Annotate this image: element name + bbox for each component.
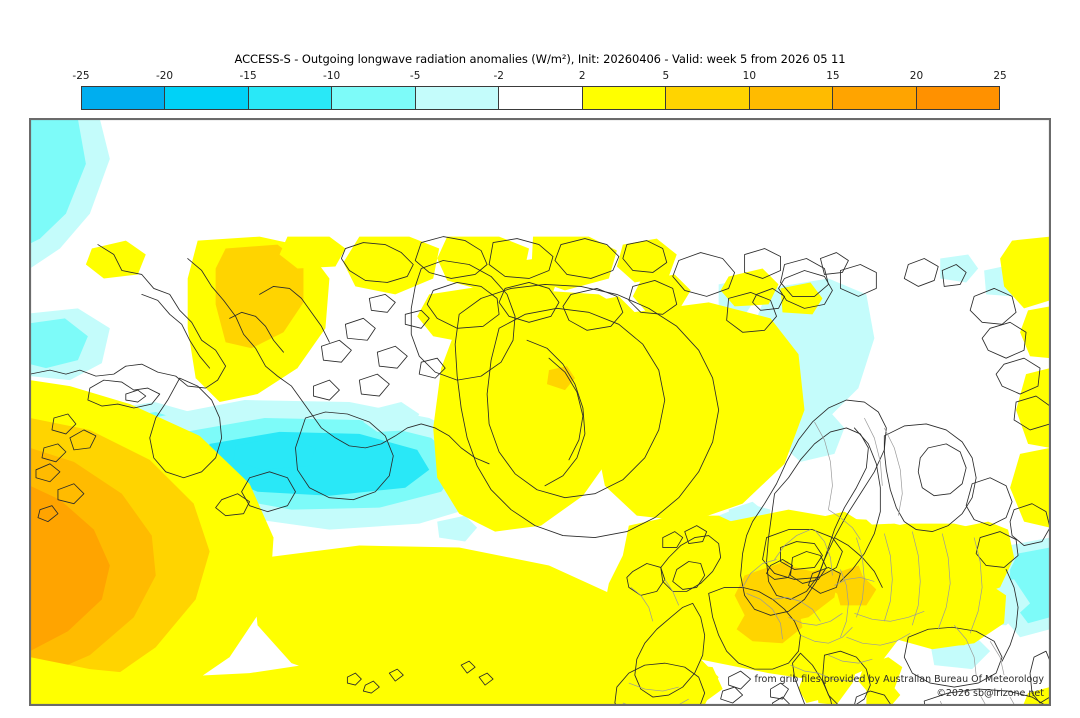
colorbar-segment-5 [499,87,583,109]
colorbar-tick-1: -20 [155,70,174,82]
colorbar-tick-3: -10 [323,70,341,82]
colorbar-swatches [81,86,1000,110]
map-border [30,119,1050,705]
positive-anomaly-shading [30,236,1050,705]
chart-title: ACCESS-S - Outgoing longwave radiation a… [234,52,846,66]
colorbar-tick-4: -5 [409,70,421,82]
colorbar-segment-9 [833,87,917,109]
colorbar-segment-1 [165,87,249,109]
colorbar-segment-0 [82,87,166,109]
colorbar-tick-9: 15 [826,70,840,82]
colorbar-tick-10: 20 [909,70,924,82]
olr-anomaly-field [30,119,1050,705]
colorbar-segment-7 [666,87,750,109]
colorbar-tick-7: 5 [662,70,670,82]
colorbar-tick-0: -25 [72,70,90,82]
colorbar-segment-2 [248,87,333,109]
colorbar-segment-4 [415,87,500,109]
colorbar-segment-6 [582,87,667,109]
colorbar-tick-6: 2 [578,70,586,82]
colorbar-tick-5: -2 [493,70,504,82]
map-plot-area: from grib files provided by Australian B… [29,118,1051,706]
colorbar-segment-8 [749,87,834,109]
coastlines [30,236,1050,705]
country-borders [622,417,1015,705]
colorbar-tick-labels: -25 -20 -15 -10 -5 -2 2 5 10 15 20 25 [72,70,1006,84]
colorbar-legend: -25 -20 -15 -10 -5 -2 2 5 10 15 20 25 [72,70,1007,110]
colorbar-segment-10 [916,87,999,109]
colorbar-tick-11: 25 [993,70,1007,82]
colorbar-segment-3 [332,87,416,109]
colorbar-tick-2: -15 [239,70,257,82]
colorbar-tick-8: 10 [742,70,757,82]
